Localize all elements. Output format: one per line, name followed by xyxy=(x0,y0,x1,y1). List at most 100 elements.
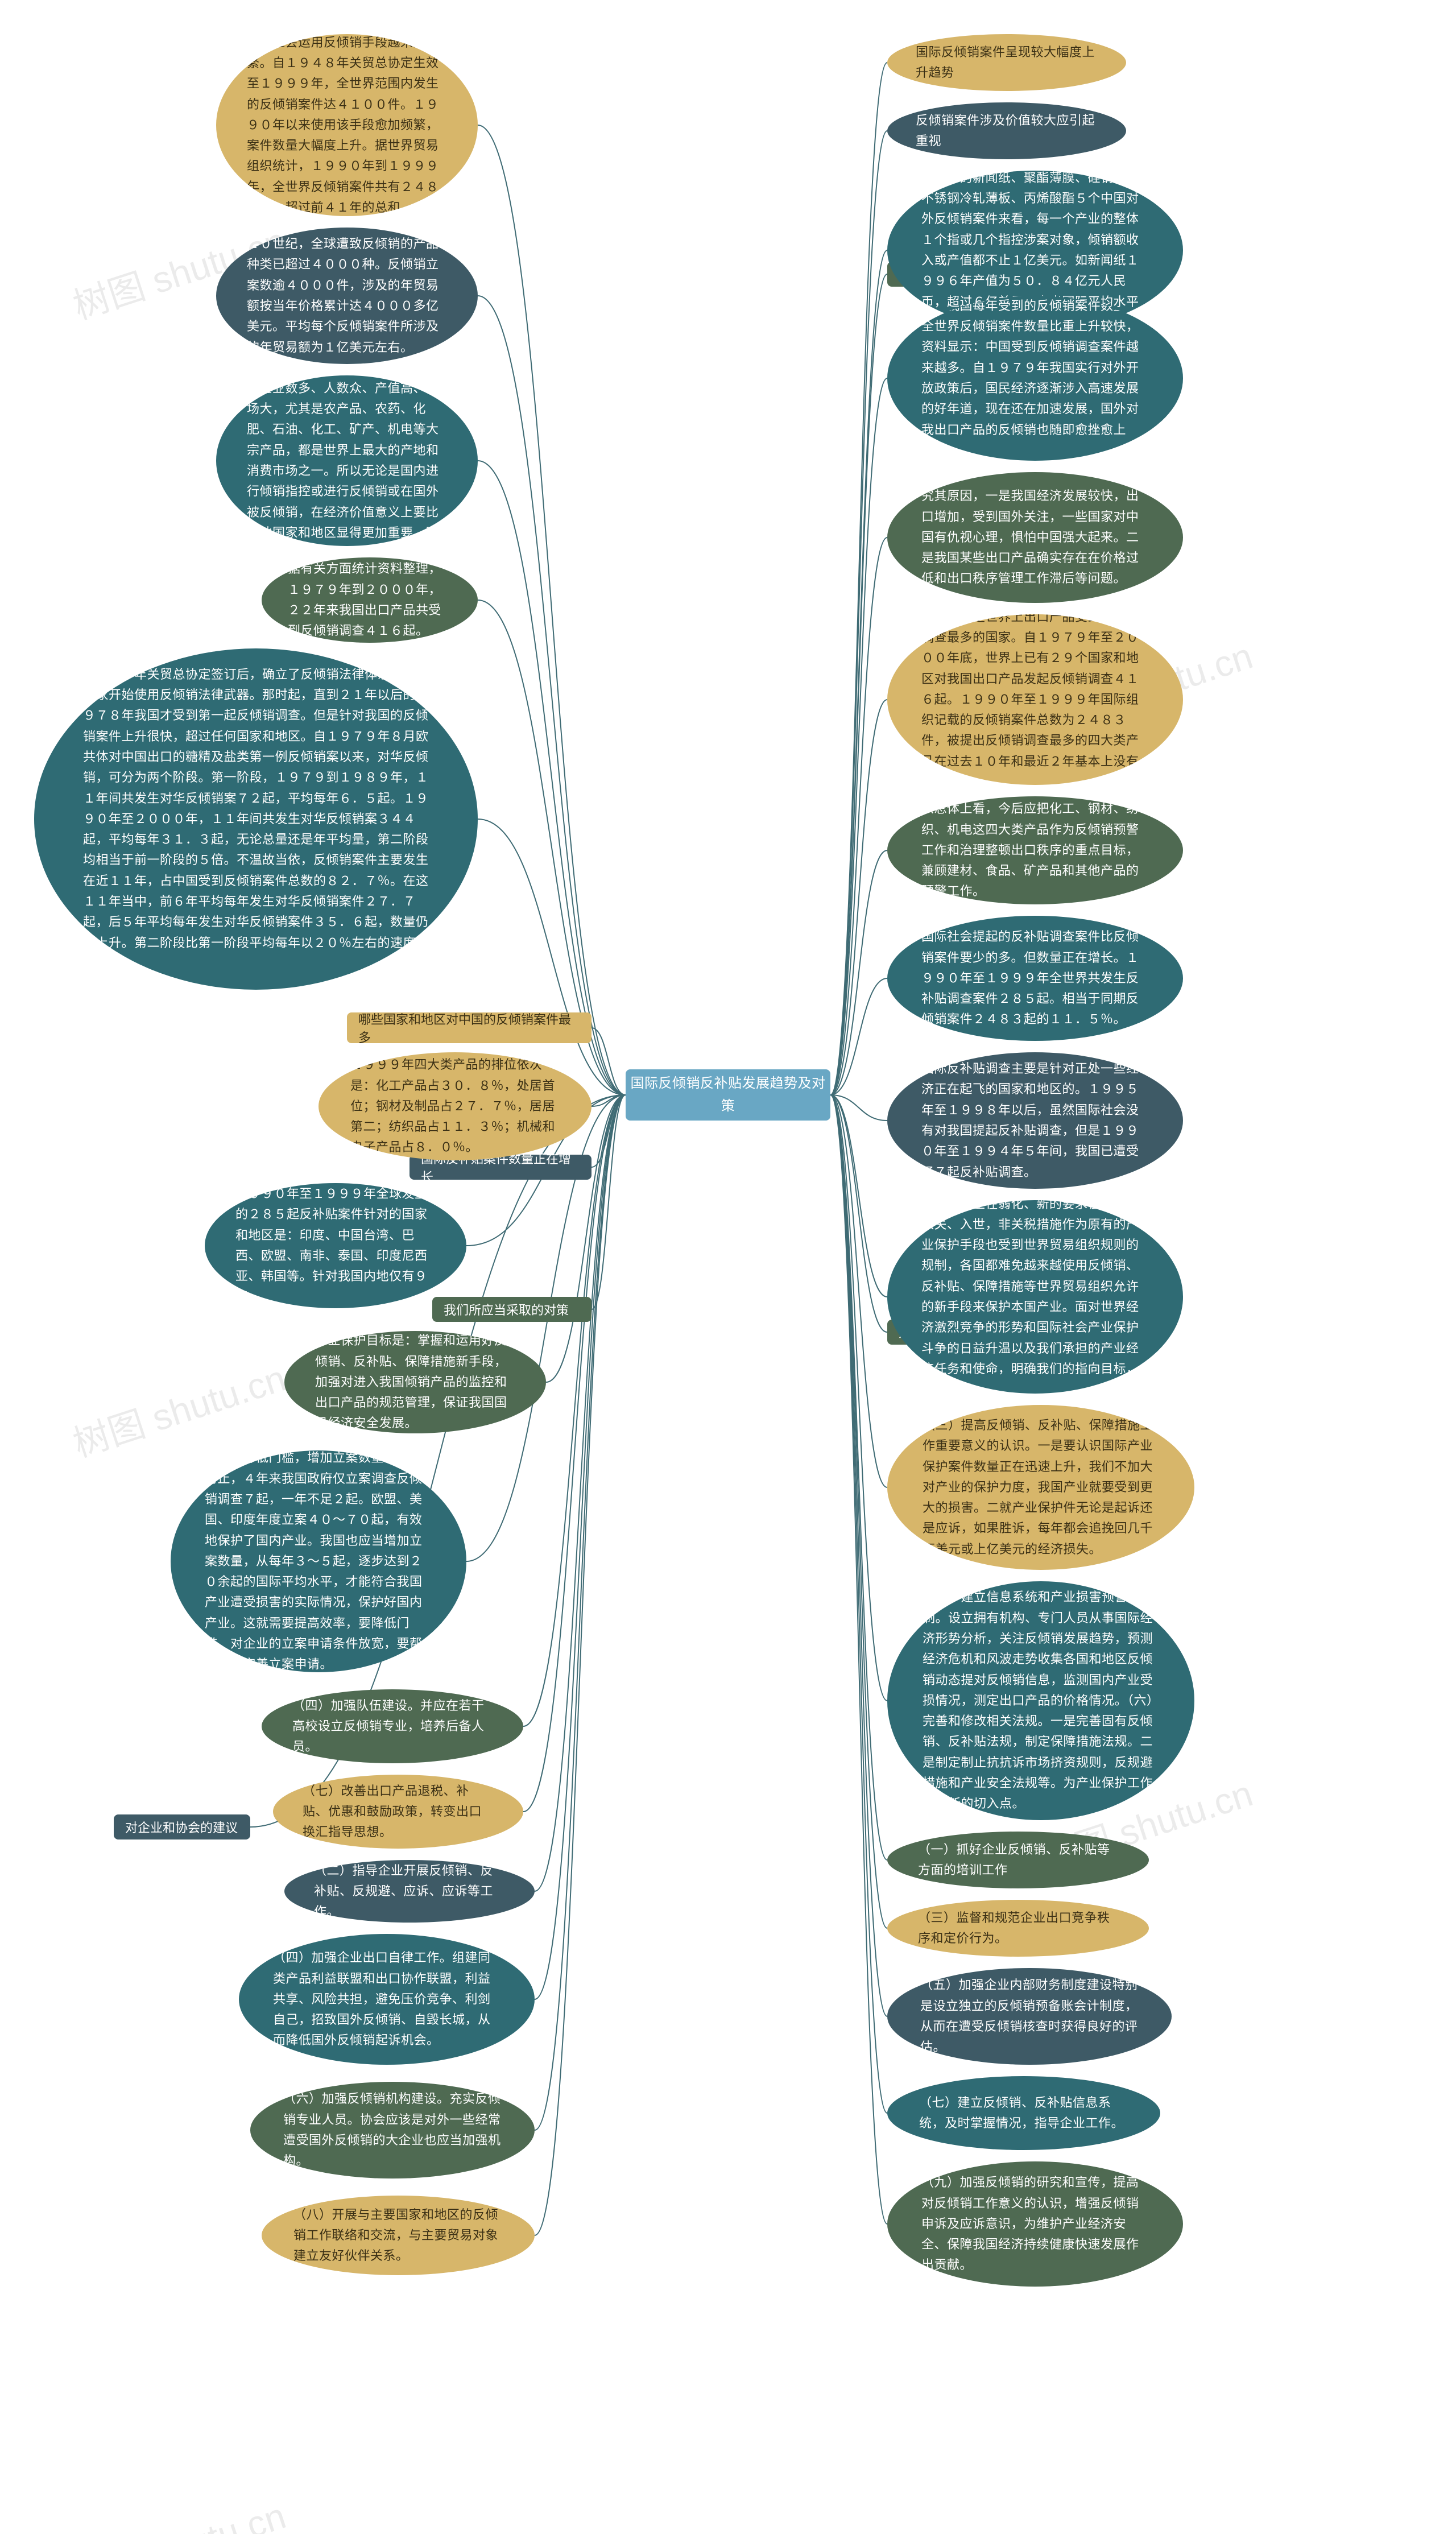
edge xyxy=(478,296,626,1095)
node-text: １９９９年四大类产品的排位依次是：化工产品占３０．８％，处居首位；钢材及制品占２… xyxy=(346,1055,564,1158)
edge xyxy=(592,1095,626,1309)
node-R13[interactable]: （一）抓好企业反倾销、反补贴等方面的培训工作 xyxy=(887,1832,1149,1888)
node-L2[interactable]: ２０世纪，全球遭致反倾销的产品种类已超过４０００种。反倾销立案数逾４０００件，涉… xyxy=(216,228,478,364)
node-text: 国际反补贴调查主要是针对正处一些经济正在起飞的国家和地区的。１９９５年至１９９８… xyxy=(917,1059,1153,1183)
node-L4[interactable]: 据有关方面统计资料整理，１９７９年到２０００年，２２年来我国出口产品共受到反倾销… xyxy=(262,557,478,643)
node-R12[interactable]: （五）建立信息系统和产业损害预警机制。设立拥有机构、专门人员从事国际经济形势分析… xyxy=(887,1581,1194,1820)
node-text: （二）降低门槛，增加立案数量。迄今为止，４年来我国政府仅立案调查反倾销调查７起，… xyxy=(200,1450,437,1672)
node-text: （七）建立反倾销、反补贴信息系统，及时掌握情况，指导企业工作。 xyxy=(915,2093,1133,2134)
section-label-text: 对企业和协会的建议 xyxy=(125,1818,238,1836)
node-text: （七）改善出口产品退税、补贴、优惠和鼓励政策，转变出口换汇指导思想。 xyxy=(298,1781,498,1843)
node-L12[interactable]: （二）指导企业开展反倾销、反补贴、反规避、应诉、应诉等工作。 xyxy=(284,1860,535,1923)
edge xyxy=(535,1095,626,2235)
edge xyxy=(830,274,887,1095)
edge xyxy=(592,1095,626,1106)
node-text: 从总体上看，今后应把化工、钢材、纺织、机电这四大类产品作为反倾销预警工作和治理整… xyxy=(917,799,1153,902)
edge xyxy=(535,1095,626,1999)
edge xyxy=(523,1095,626,1726)
node-R15[interactable]: （五）加强企业内部财务制度建设特别是设立独立的反倾销预备账会计制度，从而在遭受反… xyxy=(887,1968,1172,2065)
node-R6[interactable]: 目前中国是世界上出口产品受到反倾销调查最多的国家。自１９７９年至２０００年底，世… xyxy=(887,614,1183,785)
node-text: 反倾销案件涉及价值较大应引起重视 xyxy=(911,110,1102,152)
edge xyxy=(592,1095,626,1167)
edge xyxy=(592,1028,626,1095)
edge xyxy=(830,1095,887,2224)
edge xyxy=(830,1095,887,1121)
node-L3[interactable]: 对于中国来说，由于我国单个产业的企业数多、人数众、产值高、市场大，尤其是农产品、… xyxy=(216,375,478,546)
node-text: （四）加强企业出口自律工作。组建同类产品利益联盟和出口协作联盟，利益共享、风险共… xyxy=(268,1948,505,2051)
node-R14[interactable]: （三）监督和规范企业出口竞争秩序和定价行为。 xyxy=(887,1900,1149,1957)
node-L11[interactable]: （七）改善出口产品退税、补贴、优惠和鼓励政策，转变出口换汇指导思想。 xyxy=(273,1775,523,1849)
node-text: 国际社会运用反倾销手段越来越频繁。自１９４８年关贸总协定生效至１９９９年，全世界… xyxy=(242,34,452,216)
edge xyxy=(830,538,887,1095)
node-text: （四）加强队伍建设。并应在若干高校设立反倾销专业，培养后备人员。 xyxy=(288,1696,497,1758)
edge xyxy=(830,1095,887,1332)
edge xyxy=(478,461,626,1095)
node-R5[interactable]: 究其原因，一是我国经济发展较快，出口增加，受到国外关注，一些国家对中国有仇视心理… xyxy=(887,472,1183,603)
edge xyxy=(478,819,626,1095)
watermark: 树图 shutu.cn xyxy=(65,1349,291,1467)
edge xyxy=(830,1095,887,1297)
node-R11[interactable]: （三）提高反倾销、反补贴、保障措施工作重要意义的认识。一是要认识国际产业保护案件… xyxy=(887,1405,1194,1570)
node-R7[interactable]: 从总体上看，今后应把化工、钢材、纺织、机电这四大类产品作为反倾销预警工作和治理整… xyxy=(887,796,1183,904)
node-text: （二）指导企业开展反倾销、反补贴、反规避、应诉、应诉等工作。 xyxy=(309,1861,510,1923)
node-R16[interactable]: （七）建立反倾销、反补贴信息系统，及时掌握情况，指导企业工作。 xyxy=(887,2076,1160,2150)
section-label-sec-l3[interactable]: 我们所应当采取的对策 xyxy=(432,1297,592,1322)
edge xyxy=(830,1095,887,1928)
node-text: （五）建立信息系统和产业损害预警机制。设立拥有机构、专门人员从事国际经济形势分析… xyxy=(918,1587,1164,1814)
edge xyxy=(830,1095,887,2016)
node-L15[interactable]: （八）开展与主要国家和地区的反倾销工作联络和交流，与主要贸易对象建立友好伙伴关系… xyxy=(262,2196,535,2275)
node-text: （三）监督和规范企业出口竞争秩序和定价行为。 xyxy=(913,1908,1123,1949)
edge xyxy=(830,63,887,1095)
node-text: 据有关方面统计资料整理，１９７９年到２０００年，２２年来我国出口产品共受到反倾销… xyxy=(283,559,456,641)
node-R1[interactable]: 国际反倾销案件呈现较大幅度上升趋势 xyxy=(887,34,1126,91)
node-text: 对于中国来说，由于我国单个产业的企业数多、人数众、产值高、市场大，尤其是农产品、… xyxy=(242,375,452,546)
node-R8[interactable]: 国际社会提起的反补贴调查案件比反倾销案件要少的多。但数量正在增长。１９９０年至１… xyxy=(887,916,1183,1041)
node-text: （一）抓好企业反倾销、反补贴等方面的培训工作 xyxy=(913,1839,1123,1881)
edge xyxy=(535,1095,626,2130)
node-L5[interactable]: １９４８年关贸总协定签订后，确立了反倾销法律体系，一些国家开始使用反倾销法律武器… xyxy=(34,648,478,990)
node-L7[interactable]: １９９０年至１９９９年全球发生的２８５起反补贴案件针对的国家和地区是：印度、中国… xyxy=(205,1183,466,1308)
node-text: （六）加强反倾销机构建设。充实反倾销专业人员。协会应该是对外一些经常遭受国外反倾… xyxy=(279,2089,506,2171)
section-label-sec-l1[interactable]: 哪些国家和地区对中国的反倾销案件最多 xyxy=(347,1012,592,1043)
node-text: 产业保护目标是：掌握和运用好反倾销、反补贴、保障措施新手段，加强对进入我国倾销产… xyxy=(311,1331,520,1433)
node-L1[interactable]: 国际社会运用反倾销手段越来越频繁。自１９４８年关贸总协定生效至１９９９年，全世界… xyxy=(216,34,478,216)
node-text: （八）开展与主要国家和地区的反倾销工作联络和交流，与主要贸易对象建立友好伙伴关系… xyxy=(289,2205,507,2267)
node-L10[interactable]: （四）加强队伍建设。并应在若干高校设立反倾销专业，培养后备人员。 xyxy=(262,1689,523,1763)
edge xyxy=(478,125,626,1095)
section-label-text: 哪些国家和地区对中国的反倾销案件最多 xyxy=(358,1010,580,1046)
edge xyxy=(830,378,887,1095)
node-text: ２０世纪，全球遭致反倾销的产品种类已超过４０００种。反倾销立案数逾４０００件，涉… xyxy=(242,234,452,358)
edge xyxy=(830,850,887,1095)
node-L6[interactable]: １９９９年四大类产品的排位依次是：化工产品占３０．８％，处居首位；钢材及制品占２… xyxy=(318,1052,592,1160)
node-text: （三）提高反倾销、反补贴、保障措施工作重要意义的认识。一是要认识国际产业保护案件… xyxy=(918,1415,1164,1560)
edge xyxy=(830,1095,887,1701)
node-L8[interactable]: 产业保护目标是：掌握和运用好反倾销、反补贴、保障措施新手段，加强对进入我国倾销产… xyxy=(284,1331,546,1433)
node-R2[interactable]: 反倾销案件涉及价值较大应引起重视 xyxy=(887,102,1126,159)
edge xyxy=(830,978,887,1095)
section-label-sec-l4[interactable]: 对企业和协会的建议 xyxy=(114,1814,250,1839)
node-R10[interactable]: 旧的手段正在弱化、新的要求在提出。入关、入世，非关税措施作为原有的产业保护手段也… xyxy=(887,1200,1183,1394)
edge xyxy=(830,1095,887,2113)
edge xyxy=(830,700,887,1095)
node-text: （五）加强企业内部财务制度建设特别是设立独立的反倾销预备账会计制度，从而在遭受反… xyxy=(916,1975,1143,2057)
edge xyxy=(830,1095,887,1860)
node-L14[interactable]: （六）加强反倾销机构建设。充实反倾销专业人员。协会应该是对外一些经常遭受国外反倾… xyxy=(250,2082,535,2179)
node-text: 目前中国是世界上出口产品受到反倾销调查最多的国家。自１９７９年至２０００年底，世… xyxy=(917,614,1153,785)
edge xyxy=(830,1095,887,1487)
edge xyxy=(535,1095,626,1891)
edge xyxy=(830,250,887,1095)
node-R9[interactable]: 国际反补贴调查主要是针对正处一些经济正在起飞的国家和地区的。１９９５年至１９９８… xyxy=(887,1052,1183,1189)
node-L13[interactable]: （四）加强企业出口自律工作。组建同类产品利益联盟和出口协作联盟，利益共享、风险共… xyxy=(239,1934,535,2065)
node-L9[interactable]: （二）降低门槛，增加立案数量。迄今为止，４年来我国政府仅立案调查反倾销调查７起，… xyxy=(171,1450,466,1672)
node-R4[interactable]: 近期我国每年受到的反倾销案件数量占全世界反倾销案件数量比重上升较快，资料显示：中… xyxy=(887,296,1183,461)
node-text: 旧的手段正在弱化、新的要求在提出。入关、入世，非关税措施作为原有的产业保护手段也… xyxy=(917,1200,1153,1394)
mindmap-canvas: 树图 shutu.cn树图 shutu.cn树图 shutu.cn树图 shut… xyxy=(0,0,1456,2534)
center-topic[interactable]: 国际反倾销反补贴发展趋势及对策 xyxy=(626,1069,830,1121)
watermark: 树图 shutu.cn xyxy=(65,2487,291,2534)
node-text: 究其原因，一是我国经济发展较快，出口增加，受到国外关注，一些国家对中国有仇视心理… xyxy=(917,486,1153,589)
edge xyxy=(523,1095,626,1812)
node-text: １９４８年关贸总协定签订后，确立了反倾销法律体系，一些国家开始使用反倾销法律武器… xyxy=(78,664,433,974)
center-topic-label: 国际反倾销反补贴发展趋势及对策 xyxy=(626,1072,830,1117)
node-text: （九）加强反倾销的研究和宣传，提高对反倾销工作意义的认识，增强反倾销申诉及应诉意… xyxy=(917,2172,1153,2275)
node-R17[interactable]: （九）加强反倾销的研究和宣传，提高对反倾销工作意义的认识，增强反倾销申诉及应诉意… xyxy=(887,2161,1183,2287)
